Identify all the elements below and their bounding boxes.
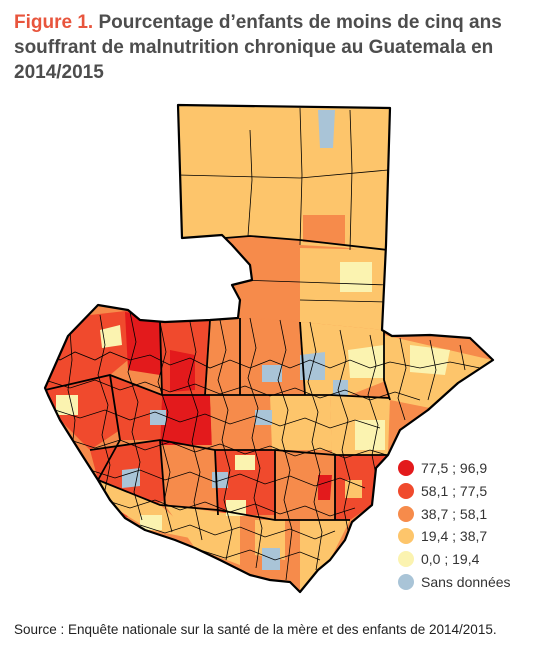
region-peten-patch xyxy=(303,215,345,245)
region-light-spot-2 xyxy=(140,515,162,530)
region-izabal-light xyxy=(410,345,450,375)
figure-label: Figure 1. xyxy=(14,12,94,33)
region-no-data-4 xyxy=(333,380,348,395)
legend-item: 77,5 ; 96,9 xyxy=(398,457,511,480)
region-solola xyxy=(160,445,218,510)
region-no-data-5 xyxy=(262,365,282,382)
legend-swatch-58-77 xyxy=(398,483,414,500)
region-chimaltenango xyxy=(215,450,275,515)
region-santa-rosa xyxy=(300,520,350,590)
region-light-spot-4 xyxy=(235,455,255,470)
region-no-data-peten xyxy=(318,110,335,148)
region-escuintla-west xyxy=(165,505,240,565)
region-izabal-light-2 xyxy=(348,345,385,378)
region-no-data-7 xyxy=(150,410,166,425)
country-outline xyxy=(43,103,495,594)
region-alta-verapaz-west xyxy=(205,318,245,395)
region-san-marcos xyxy=(45,375,120,450)
legend-swatch-19-39 xyxy=(398,528,414,545)
region-light-spot-5 xyxy=(100,325,122,348)
legend-swatch-39-58 xyxy=(398,505,414,522)
region-spot-6 xyxy=(345,480,362,498)
legend-item: 58,1 ; 77,5 xyxy=(398,480,511,503)
region-jalapa-core xyxy=(318,475,332,500)
region-peten-west xyxy=(225,190,262,232)
region-alta-verapaz xyxy=(240,318,305,395)
legend-label: 38,7 ; 58,1 xyxy=(421,505,488,522)
region-quiche-core xyxy=(170,350,195,392)
legend-label: 77,5 ; 96,9 xyxy=(421,460,488,477)
legend-swatch-no-data xyxy=(398,573,414,590)
region-no-data-2 xyxy=(262,548,280,570)
region-retalhuleu xyxy=(98,480,200,540)
region-light-spot-1 xyxy=(56,395,78,415)
legend-label: 0,0 ; 19,4 xyxy=(421,551,480,568)
legend-item: 19,4 ; 38,7 xyxy=(398,525,511,548)
legend-label: 19,4 ; 38,7 xyxy=(421,528,488,545)
map-legend: 77,5 ; 96,9 58,1 ; 77,5 38,7 ; 58,1 19,4… xyxy=(398,457,511,593)
region-guatemala-dept xyxy=(275,450,335,520)
region-totonicapan xyxy=(110,375,162,440)
source-note: Source : Enquête nationale sur la santé … xyxy=(14,622,497,637)
figure-title-text: Pourcentage d’enfants de moins de cinq a… xyxy=(14,12,502,83)
region-el-progreso xyxy=(270,395,332,450)
region-baja-verapaz xyxy=(210,395,272,450)
region-huehuetenango-north xyxy=(125,312,168,375)
legend-item: Sans données xyxy=(398,570,511,593)
legend-item: 0,0 ; 19,4 xyxy=(398,548,511,571)
legend-swatch-77-97 xyxy=(398,460,414,477)
region-peten-light xyxy=(340,262,372,292)
legend-item: 38,7 ; 58,1 xyxy=(398,502,511,525)
region-peten-south xyxy=(238,240,300,320)
legend-label: Sans données xyxy=(421,573,511,590)
legend-swatch-0-19 xyxy=(398,551,414,568)
legend-label: 58,1 ; 77,5 xyxy=(421,483,488,500)
region-peten-ne xyxy=(300,130,352,185)
figure-title: Figure 1. Pourcentage d’enfants de moins… xyxy=(14,10,514,85)
